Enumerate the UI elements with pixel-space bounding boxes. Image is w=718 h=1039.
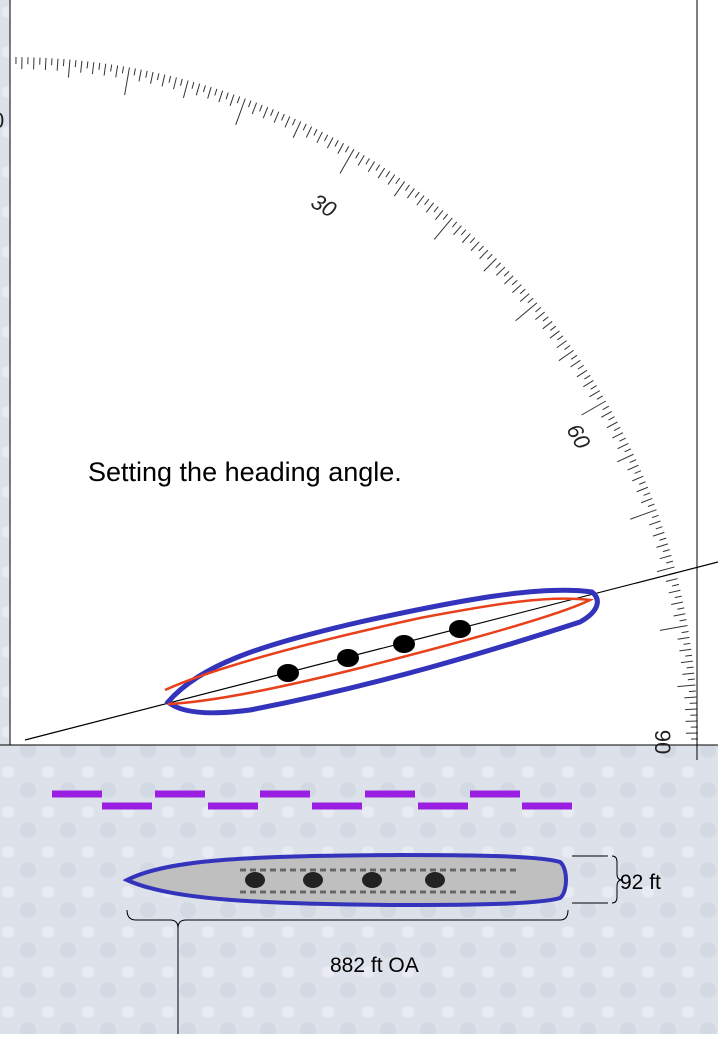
angle-label: 90 [650, 730, 675, 754]
angle-label: 0 [0, 108, 4, 133]
scale-tick [75, 60, 76, 67]
scale-tick [685, 709, 697, 710]
beam-label: 92 ft [620, 871, 661, 894]
ship-plan [127, 855, 566, 905]
scale-tick [45, 58, 46, 70]
protractor-panel [10, 0, 718, 745]
scale-tick [63, 59, 64, 66]
scale-tick [689, 691, 696, 692]
caption: Setting the heading angle. [88, 457, 402, 487]
length-label: 882 ft OA [330, 954, 419, 977]
scale-tick [688, 679, 695, 680]
